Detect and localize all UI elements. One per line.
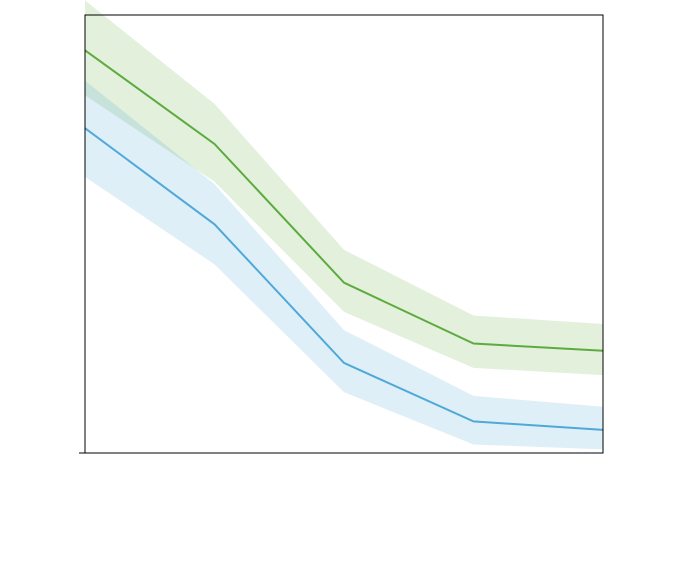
chart-svg — [0, 0, 678, 579]
chart-container — [0, 0, 678, 579]
